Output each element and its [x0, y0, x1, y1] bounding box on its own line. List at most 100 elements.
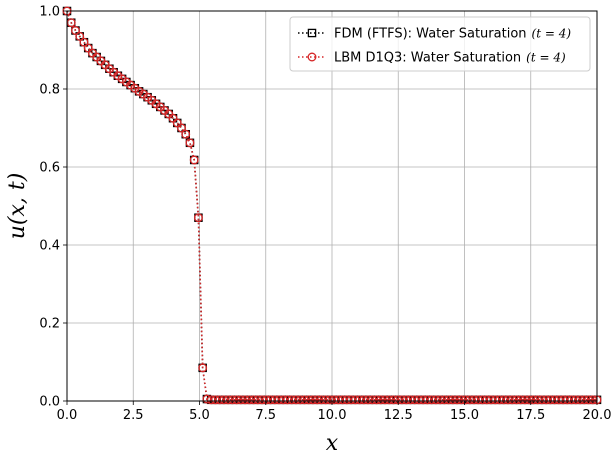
data-point [507, 395, 517, 405]
data-point [401, 395, 411, 405]
x-tick-label: 17.5 [516, 408, 545, 423]
data-point [558, 395, 568, 405]
data-point [227, 395, 237, 405]
data-point [253, 395, 263, 405]
data-point [550, 395, 560, 405]
data-point [495, 395, 504, 405]
data-point [545, 395, 555, 405]
data-point [244, 395, 254, 405]
data-point [461, 395, 471, 405]
data-point [266, 395, 275, 405]
data-point [478, 395, 487, 405]
data-point [240, 395, 250, 405]
data-point [486, 395, 496, 405]
data-point [257, 395, 267, 405]
legend-box [289, 16, 591, 72]
data-point [312, 395, 322, 405]
data-point [185, 138, 195, 148]
data-point [189, 155, 199, 165]
data-point [308, 395, 318, 405]
data-point [389, 395, 398, 405]
data-point [219, 395, 229, 405]
data-point [431, 395, 441, 405]
data-point [511, 395, 521, 405]
data-point [469, 395, 479, 405]
data-point [528, 395, 538, 405]
data-point [249, 395, 259, 405]
x-tick-label: 5.0 [189, 408, 210, 423]
data-point [278, 395, 288, 405]
data-point [452, 395, 462, 405]
x-ticks: 0.0 2.5 5.0 7.5 10.0 12.5 15.0 17.5 20.0 [57, 401, 612, 423]
data-point [439, 395, 449, 405]
data-point [316, 395, 326, 405]
data-point [295, 395, 305, 405]
data-point [418, 395, 428, 405]
data-point [325, 395, 335, 405]
y-tick-label: 0.0 [39, 395, 60, 410]
x-tick-label: 15.0 [450, 408, 479, 423]
data-point [554, 395, 564, 405]
legend: FDM (FTFS): Water Saturation (t = 4) LBM D… [289, 16, 591, 72]
data-point [270, 395, 280, 405]
data-point [359, 395, 369, 405]
data-point [490, 395, 500, 405]
data-point [283, 395, 292, 405]
y-tick-label: 0.6 [39, 161, 60, 176]
data-point [198, 363, 208, 373]
data-point [384, 395, 394, 405]
data-point [321, 395, 331, 405]
legend-entry: LBM D1Q3: Water Saturation (t = 4) [298, 51, 566, 66]
y-tick-label: 1.0 [39, 5, 60, 20]
data-point [181, 129, 191, 139]
data-point [427, 395, 437, 405]
data-point [236, 395, 246, 405]
data-point [444, 395, 454, 405]
data-point [215, 395, 225, 405]
data-point [584, 395, 593, 405]
data-point [575, 395, 585, 405]
data-point [350, 395, 360, 405]
data-point [193, 213, 203, 223]
x-tick-label: 7.5 [255, 408, 276, 423]
data-point [202, 394, 212, 404]
data-point [516, 395, 526, 405]
data-point [274, 395, 284, 405]
data-point [567, 395, 577, 405]
data-point [541, 395, 551, 405]
legend-label: LBM D1Q3: Water Saturation (t = 4) [334, 51, 566, 66]
y-tick-label: 0.8 [39, 83, 60, 98]
data-point [393, 395, 403, 405]
data-point [456, 395, 466, 405]
y-ticks: 0.0 0.2 0.4 0.6 0.8 1.0 [39, 5, 67, 410]
x-axis-label: x [326, 431, 339, 455]
data-point [562, 395, 572, 405]
x-tick-label: 12.5 [384, 408, 413, 423]
data-point [367, 395, 377, 405]
data-point [414, 395, 424, 405]
data-point [533, 395, 543, 405]
data-point [79, 37, 89, 47]
data-point [473, 395, 483, 405]
y-tick-label: 0.2 [39, 317, 60, 332]
data-point [342, 395, 352, 405]
data-point [537, 395, 547, 405]
data-point [346, 395, 356, 405]
data-point [503, 395, 513, 405]
grid [66, 10, 598, 402]
data-point [210, 395, 220, 405]
x-tick-label: 2.5 [123, 408, 144, 423]
data-point [304, 395, 314, 405]
data-point [372, 395, 381, 405]
data-point [410, 395, 420, 405]
data-point [448, 395, 458, 405]
data-point [291, 395, 301, 405]
data-point [206, 395, 216, 405]
x-tick-label: 20.0 [583, 408, 612, 423]
data-point [520, 395, 530, 405]
legend-entry: FDM (FTFS): Water Saturation (t = 4) [298, 27, 571, 42]
y-tick-label: 0.4 [39, 239, 60, 254]
data-point [261, 395, 271, 405]
x-tick-label: 10.0 [318, 408, 347, 423]
